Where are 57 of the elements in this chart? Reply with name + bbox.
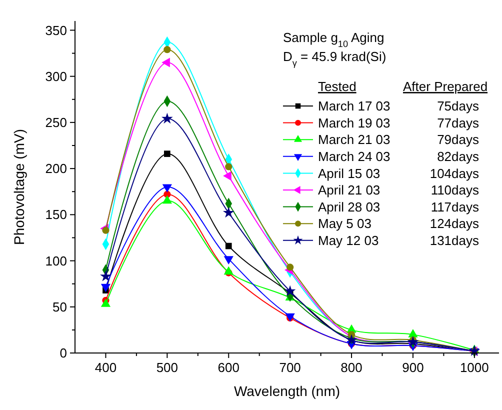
annotation: D$_{γ}$ = 45.9 krad(Si) <box>283 49 386 68</box>
annotation: 110days <box>430 182 480 198</box>
y-tick-label: 100 <box>45 253 67 268</box>
point <box>100 298 111 307</box>
legend-label: April 21 03 <box>318 182 380 198</box>
legend-title: Tested <box>318 79 356 94</box>
legend-label: April 15 03 <box>318 166 380 181</box>
point <box>225 242 232 250</box>
point <box>408 329 418 338</box>
annotation: 117days <box>430 199 480 214</box>
x-tick-label: 400 <box>94 360 117 375</box>
x-axis-title: Wavelength (nm) <box>234 383 340 399</box>
y-tick-label: 50 <box>52 299 67 314</box>
annotation: 79days <box>437 132 480 148</box>
x-tick-label: 500 <box>156 360 178 375</box>
annotation: 82days <box>437 148 480 164</box>
point <box>284 285 296 296</box>
legend-label: March 19 03 <box>318 115 390 130</box>
point <box>164 150 170 157</box>
y-tick-label: 350 <box>45 22 67 38</box>
y-axis-title: Photovoltage (mV) <box>11 129 27 245</box>
point <box>223 171 232 181</box>
point <box>162 195 172 204</box>
point <box>164 46 171 54</box>
y-tick-label: 300 <box>45 68 67 84</box>
y-tick-label: 150 <box>45 207 67 222</box>
legend-label: May 12 03 <box>318 232 379 248</box>
point <box>102 226 110 234</box>
point <box>407 336 419 347</box>
y-tick-label: 0 <box>60 346 67 361</box>
point <box>162 58 170 68</box>
x-tick-label: 800 <box>340 360 362 375</box>
legend-label: March 24 03 <box>318 148 390 164</box>
annotation: 124days <box>430 216 480 232</box>
point <box>225 163 232 170</box>
annotation: 77days <box>437 115 480 130</box>
y-tick-label: 200 <box>45 161 67 176</box>
x-tick-label: 700 <box>279 360 301 375</box>
point <box>100 270 112 282</box>
point <box>224 266 234 275</box>
legend-label: April 28 03 <box>318 199 380 214</box>
x-tick-label: 900 <box>402 360 424 375</box>
y-tick-label: 250 <box>45 114 67 130</box>
point <box>286 264 294 271</box>
point <box>222 206 234 218</box>
x-tick-label: 1000 <box>460 360 489 375</box>
x-tick-label: 600 <box>218 360 240 375</box>
annotation: Sample g$_{10}$ Aging <box>283 30 384 49</box>
point <box>346 334 358 345</box>
annotation: 75days <box>437 98 480 114</box>
point <box>161 112 173 124</box>
legend-label: March 21 03 <box>318 132 390 148</box>
annotation: After Prepared <box>403 79 488 94</box>
legend-label: March 17 03 <box>318 98 390 114</box>
annotation: 131days <box>430 232 480 248</box>
annotation: 104days <box>430 166 480 181</box>
legend-label: May 5 03 <box>318 216 372 232</box>
